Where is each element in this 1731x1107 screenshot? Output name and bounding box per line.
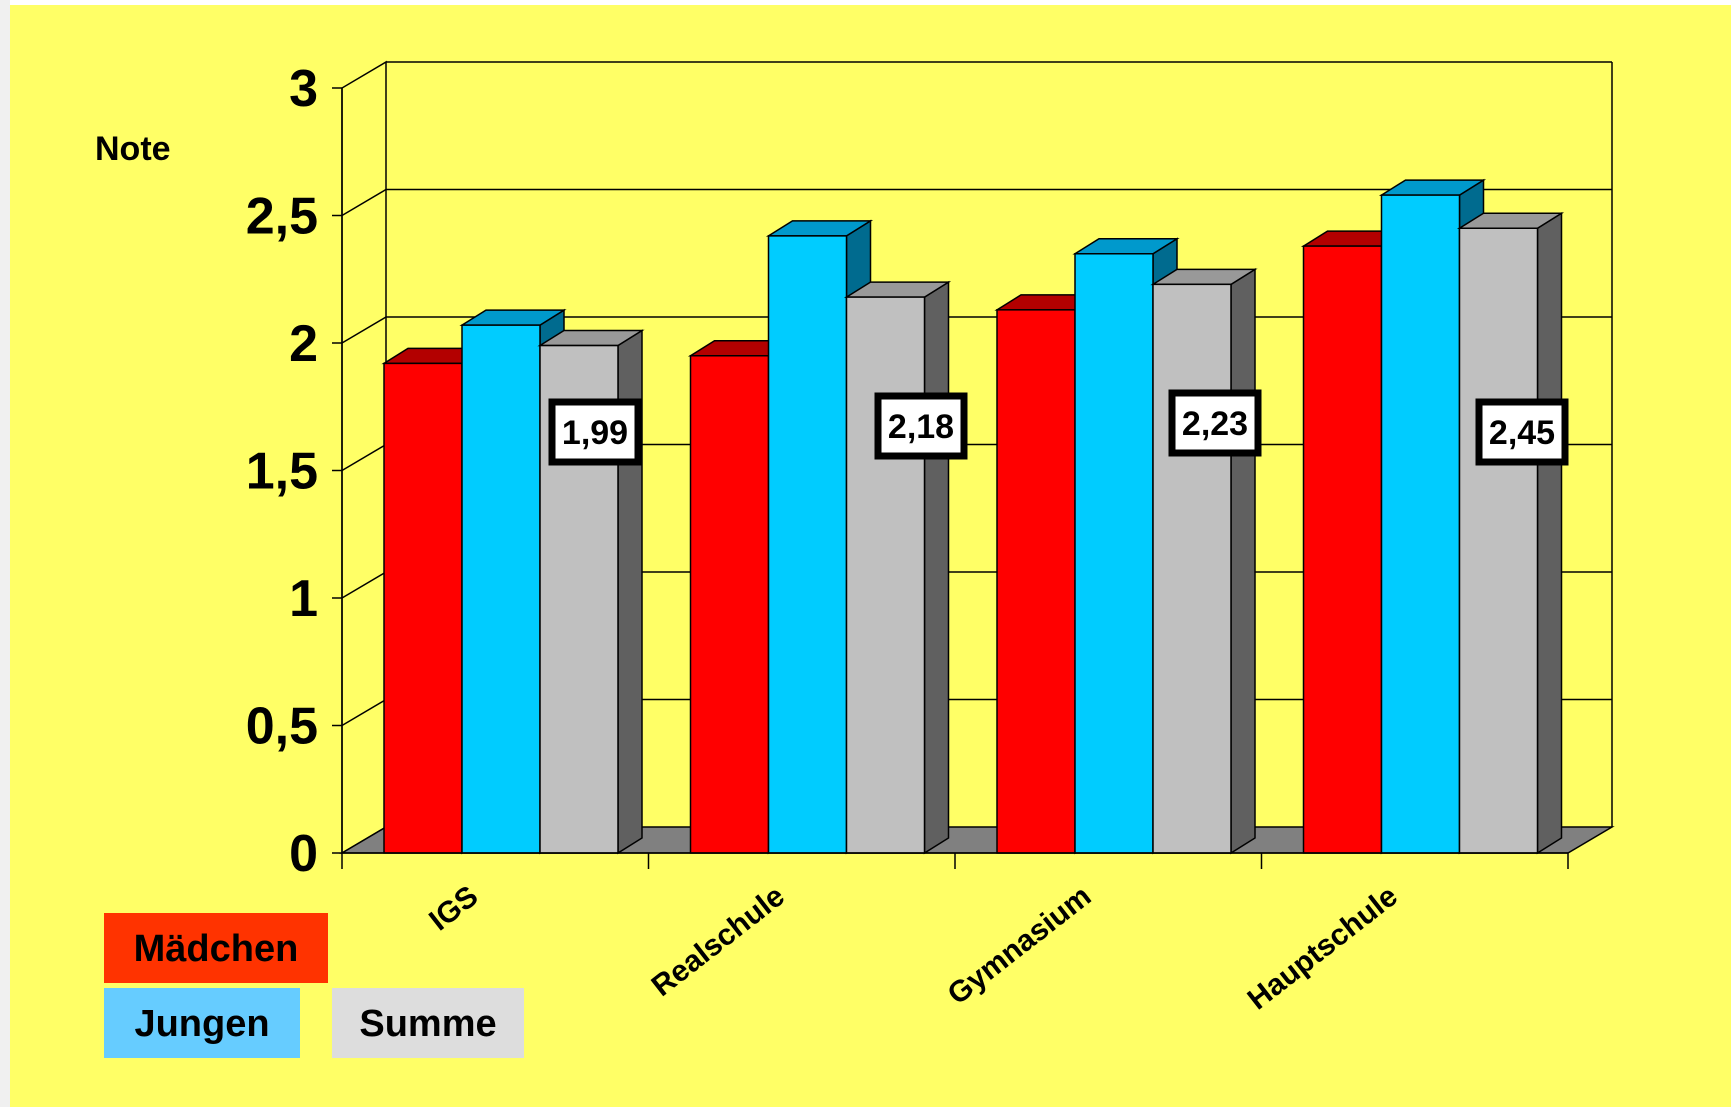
bar [383,362,463,854]
data-label-box [1475,398,1569,466]
gridline-side [341,316,387,344]
y-tick-label: 2,5 [246,188,318,246]
legend: Mädchen Jungen Summe [104,913,524,1058]
bar [461,324,541,854]
y-tick-label: 1 [289,570,318,628]
bar [767,235,848,854]
gridline-side [341,443,387,472]
bar [689,355,770,854]
bar-side [1536,211,1563,855]
bars [381,178,1565,855]
data-label-box [874,392,968,460]
legend-swatch [104,913,328,983]
y-tick-label: 3 [289,60,318,118]
y-tick-label: 1,5 [246,443,318,501]
gridline-side [341,188,387,217]
bar-side [923,280,950,855]
bar-side [1230,267,1256,855]
y-tick-label: 0 [289,825,318,883]
bar [1074,253,1154,854]
y-tick-label: 0,5 [246,698,318,756]
bar [1380,194,1461,854]
y-axis: 0 0,5 1 1,5 2 2,5 3 [246,60,343,883]
bar [1458,227,1539,854]
bar [1302,245,1383,854]
data-label: 1,99 [562,414,628,452]
bar [845,296,926,854]
gridline-side [341,698,387,727]
data-label: 2,18 [888,408,954,446]
gridline-side [341,571,387,599]
data-label-box [1168,389,1262,457]
legend-label: Summe [359,1003,496,1045]
legend-swatch [104,988,300,1058]
y-tick-label: 2 [289,315,318,373]
data-label-box [548,398,642,466]
left-edge-strip [0,0,10,1107]
data-label: 2,45 [1489,414,1555,452]
legend-swatch [332,988,524,1058]
bar [996,309,1076,854]
bar [1152,283,1232,854]
legend-label: Jungen [134,1003,269,1045]
data-labels: 1,99 2,18 2,23 2,45 [548,389,1569,466]
data-label: 2,23 [1182,405,1248,443]
y-axis-title: Note [95,130,171,168]
legend-label: Mädchen [134,928,299,970]
